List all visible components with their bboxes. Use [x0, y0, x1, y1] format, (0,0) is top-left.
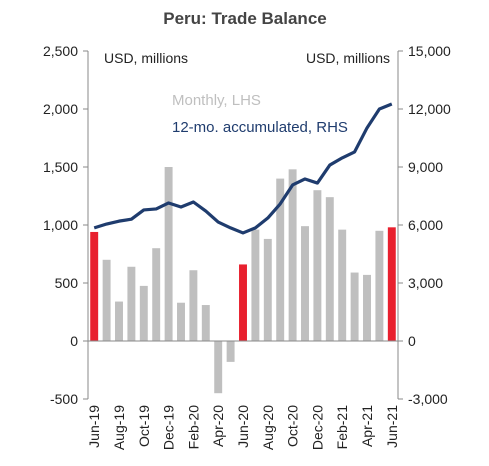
bar [115, 301, 123, 341]
y-unit-label: USD, millions [104, 50, 188, 66]
bar [189, 270, 198, 341]
y2-tick-label: -3,000 [408, 391, 448, 407]
y-tick-label: -500 [50, 391, 78, 407]
bar [350, 272, 359, 341]
x-tick-label: Jun-19 [86, 405, 102, 448]
bar [214, 341, 223, 394]
y-tick-label: 2,000 [43, 101, 78, 117]
bar [152, 248, 161, 341]
bar [201, 305, 210, 341]
y2-unit-label: USD, millions [306, 50, 390, 66]
bar [301, 226, 309, 341]
x-tick-label: Feb-20 [185, 405, 201, 450]
bar [90, 231, 99, 341]
bar [239, 264, 247, 341]
x-tick-label: Aug-20 [260, 405, 276, 450]
y2-tick-label: 15,000 [408, 43, 451, 59]
bar [387, 227, 396, 341]
y-tick-label: 1,500 [43, 159, 78, 175]
line [93, 102, 393, 235]
y2-tick-label: 6,000 [408, 217, 443, 233]
bar [226, 341, 235, 362]
y2-tick-label: 12,000 [408, 101, 451, 117]
x-tick-label: Oct-19 [136, 405, 152, 447]
bar [127, 266, 136, 341]
bar [251, 229, 260, 341]
y2-tick-label: 0 [408, 333, 416, 349]
chart-title: Peru: Trade Balance [163, 9, 326, 28]
bar [164, 167, 173, 341]
y-tick-label: 1,000 [43, 217, 78, 233]
x-tick-label: Apr-21 [359, 405, 375, 447]
x-tick-label: Jun-20 [235, 405, 251, 448]
bar [177, 302, 185, 341]
y-tick-label: 500 [55, 275, 79, 291]
bar [288, 169, 297, 341]
legend-bar: Monthly, LHS [172, 92, 261, 109]
y-tick-label: 0 [70, 333, 78, 349]
legend-line: 12-mo. accumulated, RHS [172, 119, 348, 136]
x-tick-label: Dec-19 [161, 405, 177, 450]
x-tick-label: Aug-19 [111, 405, 127, 450]
bar [313, 190, 322, 341]
bar [363, 274, 371, 341]
x-tick-label: Oct-20 [285, 405, 301, 447]
bar [325, 197, 334, 341]
bar [276, 178, 285, 341]
x-tick-label: Dec-20 [309, 405, 325, 450]
y2-tick-label: 3,000 [408, 275, 443, 291]
bar [102, 259, 111, 341]
bar [263, 238, 272, 341]
bar [338, 229, 347, 341]
x-tick-label: Jun-21 [384, 405, 400, 448]
bar [375, 230, 384, 341]
bar [139, 285, 148, 341]
y2-tick-label: 9,000 [408, 159, 443, 175]
y-tick-label: 2,500 [43, 43, 78, 59]
x-tick-label: Feb-21 [334, 405, 350, 450]
x-tick-label: Apr-20 [210, 405, 226, 447]
